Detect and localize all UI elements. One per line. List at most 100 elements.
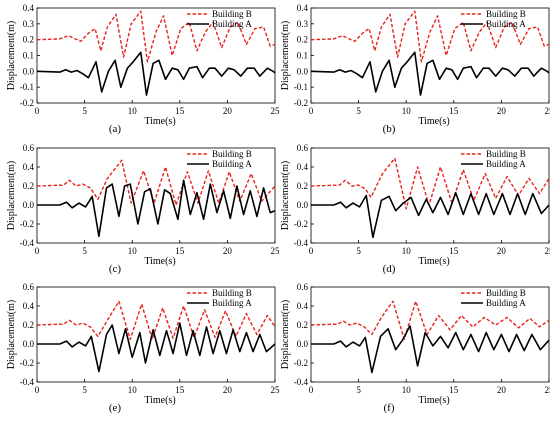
legend-label: Building A: [212, 159, 252, 169]
x-tick-label: 10: [128, 106, 138, 116]
y-tick-label: -0.2: [294, 98, 308, 108]
y-tick-label: -0.4: [294, 377, 309, 387]
y-tick-label: 0.1: [297, 51, 308, 61]
y-axis-label: Displacement(m): [6, 161, 17, 230]
x-tick-label: 25: [545, 385, 550, 395]
y-tick-label: 0.6: [23, 282, 35, 292]
panel-label: (d): [383, 263, 396, 275]
y-tick-label: 0.0: [23, 66, 35, 76]
y-tick-label: 0.2: [23, 35, 34, 45]
chart-panel: 0 5 10 15 20 25 -0.4 -0.2 0.0 0.2 0.4 0.6 Time(s) Dis…: [6, 143, 280, 275]
x-tick-label: 10: [402, 106, 412, 116]
y-tick-label: 0.1: [23, 51, 34, 61]
y-tick-label: -0.1: [20, 82, 34, 92]
plot-frame: [310, 286, 550, 383]
plot-frame: [36, 147, 276, 244]
y-tick-label: -0.4: [20, 377, 35, 387]
x-tick-label: 15: [449, 385, 459, 395]
x-tick-label: 0: [35, 106, 40, 116]
chart-panel: 0 5 10 15 20 25 -0.4 -0.2 0.0 0.2 0.4 0.6 Time(s) Dis…: [6, 282, 280, 414]
y-tick-label: 0.2: [297, 35, 308, 45]
y-tick-label: -0.4: [20, 238, 35, 248]
x-axis-label: Time(s): [418, 395, 449, 406]
x-tick-label: 0: [309, 106, 314, 116]
legend-label: Building B: [486, 9, 526, 19]
legend-label: Building B: [212, 149, 252, 159]
series-building-b-line: [36, 159, 276, 206]
plot-frame: [310, 147, 550, 244]
series-building-a-line: [36, 51, 276, 96]
chart-panel: 0 5 10 15 20 25 -0.4 -0.2 0.0 0.2 0.4 0.6 Time(s) Dis…: [280, 143, 550, 275]
y-tick-label: -0.2: [20, 358, 34, 368]
legend-label: Building B: [212, 288, 252, 298]
x-tick-label: 10: [402, 385, 412, 395]
legend-label: Building A: [486, 19, 526, 29]
x-tick-label: 25: [271, 385, 281, 395]
series-building-a-line: [311, 325, 550, 374]
legend-label: Building B: [486, 288, 526, 298]
x-tick-label: 20: [497, 385, 507, 395]
panel-label: (a): [109, 123, 122, 135]
x-tick-label: 5: [82, 385, 87, 395]
legend-label: Building A: [486, 298, 526, 308]
x-tick-label: 0: [309, 246, 314, 256]
y-tick-label: 0.3: [297, 19, 309, 29]
y-tick-label: 0.4: [297, 301, 309, 311]
series-building-b-line: [36, 10, 276, 63]
y-axis-label: Displacement(m): [280, 21, 291, 90]
x-axis-label: Time(s): [144, 395, 175, 406]
x-tick-label: 0: [309, 385, 314, 395]
x-tick-label: 25: [271, 246, 281, 256]
panel-label: (b): [383, 123, 396, 135]
x-tick-label: 5: [356, 106, 361, 116]
y-tick-label: 0.4: [23, 3, 35, 13]
x-tick-label: 15: [449, 246, 459, 256]
x-axis-label: Time(s): [144, 256, 175, 267]
y-tick-label: -0.2: [294, 358, 308, 368]
y-tick-label: 0.6: [297, 282, 309, 292]
series-building-a-line: [37, 179, 276, 238]
x-tick-label: 10: [128, 246, 138, 256]
x-tick-label: 0: [35, 246, 40, 256]
y-tick-label: 0.0: [23, 339, 35, 349]
panel-label: (f): [384, 402, 395, 414]
y-tick-label: 0.0: [23, 200, 35, 210]
y-tick-label: 0.2: [23, 320, 34, 330]
x-tick-label: 15: [175, 246, 185, 256]
x-axis-label: Time(s): [418, 256, 449, 267]
series-building-a-line: [37, 322, 276, 373]
y-axis-label: Displacement(m): [280, 161, 291, 230]
series-building-a-line: [311, 191, 550, 239]
panel-label: (c): [109, 263, 122, 275]
y-axis-label: Displacement(m): [280, 300, 291, 369]
y-tick-label: 0.4: [297, 3, 309, 13]
plot-frame: [36, 286, 276, 383]
y-tick-label: 0.4: [23, 301, 35, 311]
y-tick-label: 0.6: [297, 143, 309, 153]
y-tick-label: -0.1: [294, 82, 308, 92]
chart-panel: 0 5 10 15 20 25 -0.2 -0.1 0.0 0.1 0.2 0.3 0.4 Time(s)…: [280, 3, 550, 135]
x-axis-label: Time(s): [144, 116, 175, 127]
chart-panel: 0 5 10 15 20 25 -0.4 -0.2 0.0 0.2 0.4 0.6 Time(s) Dis…: [280, 282, 550, 414]
series-building-b-line: [36, 300, 276, 340]
y-tick-label: 0.4: [23, 162, 35, 172]
y-tick-label: -0.4: [294, 238, 309, 248]
x-axis-label: Time(s): [418, 116, 449, 127]
x-tick-label: 20: [497, 246, 507, 256]
y-tick-label: -0.2: [20, 219, 34, 229]
x-tick-label: 25: [545, 246, 550, 256]
panel-label: (e): [109, 402, 122, 414]
y-tick-label: 0.0: [297, 66, 309, 76]
x-tick-label: 20: [223, 106, 233, 116]
x-tick-label: 10: [128, 385, 138, 395]
x-tick-label: 5: [82, 106, 87, 116]
legend-label: Building B: [486, 149, 526, 159]
y-tick-label: -0.2: [20, 98, 34, 108]
x-tick-label: 0: [35, 385, 40, 395]
legend-label: Building A: [212, 298, 252, 308]
legend-label: Building A: [486, 159, 526, 169]
x-tick-label: 15: [449, 106, 459, 116]
series-building-a-line: [310, 51, 550, 96]
x-tick-label: 5: [82, 246, 87, 256]
